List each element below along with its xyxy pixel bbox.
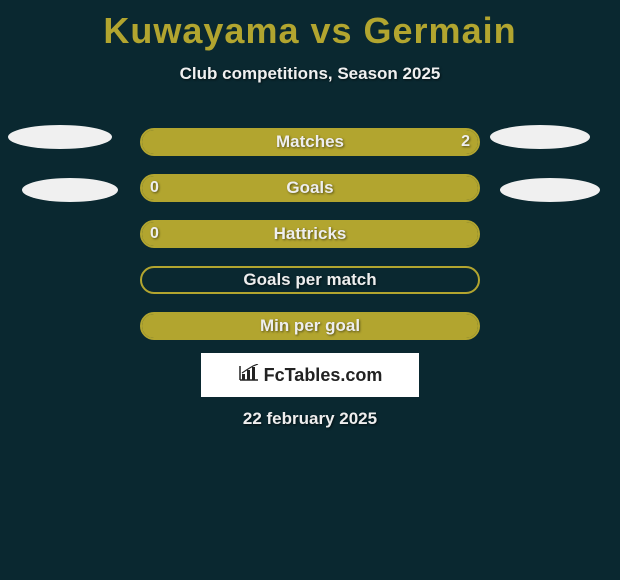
bar-fill bbox=[142, 314, 478, 338]
stat-row-goals-per-match: Goals per match bbox=[0, 266, 620, 294]
decorative-ellipse bbox=[490, 125, 590, 149]
bar-track bbox=[140, 174, 480, 202]
bar-fill bbox=[142, 222, 478, 246]
comparison-chart: Matches 2 Goals 0 Hattricks 0 Goals per … bbox=[0, 128, 620, 340]
stat-row-min-per-goal: Min per goal bbox=[0, 312, 620, 340]
decorative-ellipse bbox=[500, 178, 600, 202]
decorative-ellipse bbox=[22, 178, 118, 202]
page-title: Kuwayama vs Germain bbox=[0, 0, 620, 52]
bar-fill bbox=[142, 176, 478, 200]
bar-track bbox=[140, 128, 480, 156]
stat-value-left: 0 bbox=[150, 174, 159, 202]
logo: FcTables.com bbox=[238, 364, 383, 387]
logo-box: FcTables.com bbox=[201, 353, 419, 397]
bar-track bbox=[140, 312, 480, 340]
subtitle: Club competitions, Season 2025 bbox=[0, 64, 620, 84]
logo-text: FcTables.com bbox=[264, 365, 383, 386]
stat-value-left: 0 bbox=[150, 220, 159, 248]
bar-fill bbox=[142, 130, 478, 154]
chart-icon bbox=[238, 364, 260, 387]
stat-row-hattricks: Hattricks 0 bbox=[0, 220, 620, 248]
decorative-ellipse bbox=[8, 125, 112, 149]
date-text: 22 february 2025 bbox=[0, 409, 620, 429]
bar-track bbox=[140, 266, 480, 294]
bar-track bbox=[140, 220, 480, 248]
stat-value-right: 2 bbox=[461, 128, 470, 156]
